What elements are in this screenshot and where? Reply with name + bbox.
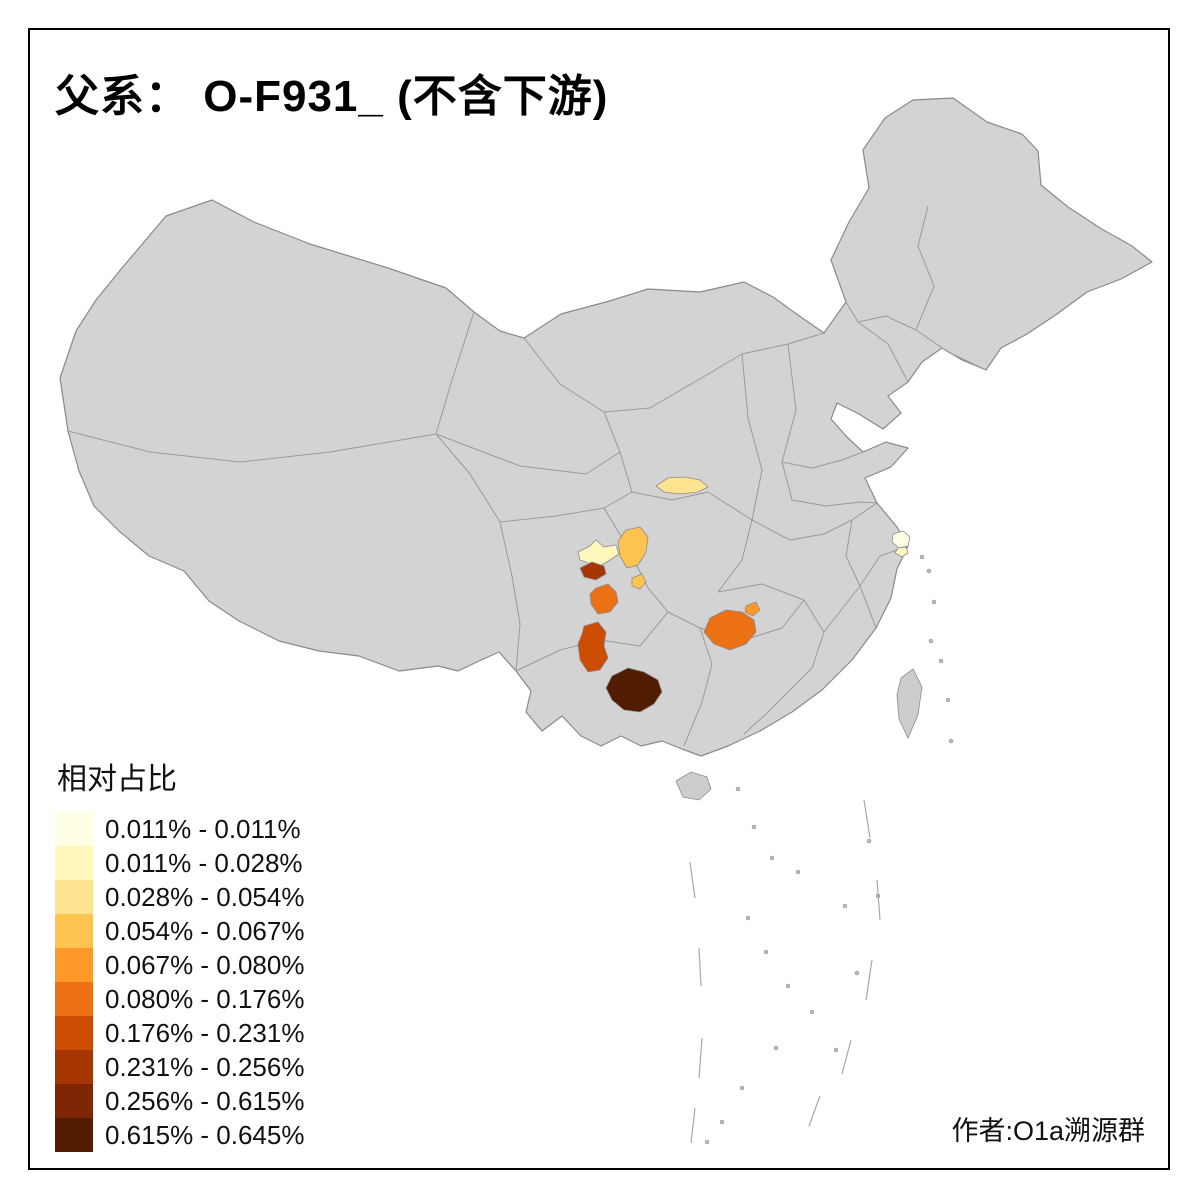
legend-label: 0.615% - 0.645% <box>105 1119 305 1150</box>
map-title: 父系： O-F931_ (不含下游) <box>55 72 609 121</box>
legend-row: 0.615% - 0.645% <box>55 1118 304 1152</box>
plot-frame <box>28 28 1170 1170</box>
legend-label: 0.256% - 0.615% <box>105 1085 305 1116</box>
region-west-hunan-orange <box>703 609 757 651</box>
legend-swatch <box>55 880 93 914</box>
region-south-sichuan-orange <box>589 583 619 615</box>
legend-title: 相对占比 <box>57 763 177 796</box>
legend-row: 0.011% - 0.028% <box>55 846 304 880</box>
legend-swatch <box>55 1016 93 1050</box>
colored-regions <box>577 476 911 713</box>
province-borders <box>67 205 987 747</box>
legend-swatch <box>55 846 93 880</box>
legend-label: 0.011% - 0.011% <box>105 813 301 844</box>
region-west-sichuan-cream <box>577 539 620 567</box>
legend-swatch <box>55 1118 93 1152</box>
legend-swatch <box>55 812 93 846</box>
legend-swatch <box>55 948 93 982</box>
hainan-island <box>675 771 712 801</box>
region-south-shaanxi-strip <box>655 476 709 495</box>
region-east-coast-pale-a <box>891 530 911 549</box>
legend-label: 0.080% - 0.176% <box>105 983 305 1014</box>
region-east-coast-pale-b <box>894 546 909 558</box>
legend-swatch <box>55 1050 93 1084</box>
author-credit: 作者:O1a溯源群 <box>951 1116 1145 1146</box>
legend-label: 0.054% - 0.067% <box>105 915 305 946</box>
taiwan-island <box>896 668 923 739</box>
legend-swatch <box>55 982 93 1016</box>
legend-label: 0.028% - 0.054% <box>105 881 305 912</box>
legend-label: 0.176% - 0.231% <box>105 1017 305 1048</box>
legend-row: 0.054% - 0.067% <box>55 914 304 948</box>
region-north-sichuan-amber <box>617 526 649 569</box>
china-mainland-outline <box>59 97 1153 757</box>
legend-swatch <box>55 914 93 948</box>
legend-rows: 0.011% - 0.011% 0.011% - 0.028% 0.028% -… <box>55 812 304 1152</box>
legend-label: 0.067% - 0.080% <box>105 949 305 980</box>
legend-row: 0.231% - 0.256% <box>55 1050 304 1084</box>
south-china-sea-features <box>689 554 954 1145</box>
legend: 相对占比 0.011% - 0.011% 0.011% - 0.028% 0.0… <box>55 754 304 1152</box>
legend-row: 0.067% - 0.080% <box>55 948 304 982</box>
region-small-amber-patch <box>631 573 647 590</box>
legend-row: 0.011% - 0.011% <box>55 812 304 846</box>
legend-row: 0.256% - 0.615% <box>55 1084 304 1118</box>
region-central-small-darkred <box>579 561 607 581</box>
legend-row: 0.080% - 0.176% <box>55 982 304 1016</box>
islands <box>675 668 923 801</box>
legend-row: 0.176% - 0.231% <box>55 1016 304 1050</box>
legend-row: 0.028% - 0.054% <box>55 880 304 914</box>
region-southeast-yunnan-darkbrown <box>605 667 663 713</box>
region-north-yunnan-orange <box>577 621 609 673</box>
legend-label: 0.231% - 0.256% <box>105 1051 305 1082</box>
legend-label: 0.011% - 0.028% <box>105 847 303 878</box>
legend-swatch <box>55 1084 93 1118</box>
region-west-hunan-small <box>744 601 761 617</box>
